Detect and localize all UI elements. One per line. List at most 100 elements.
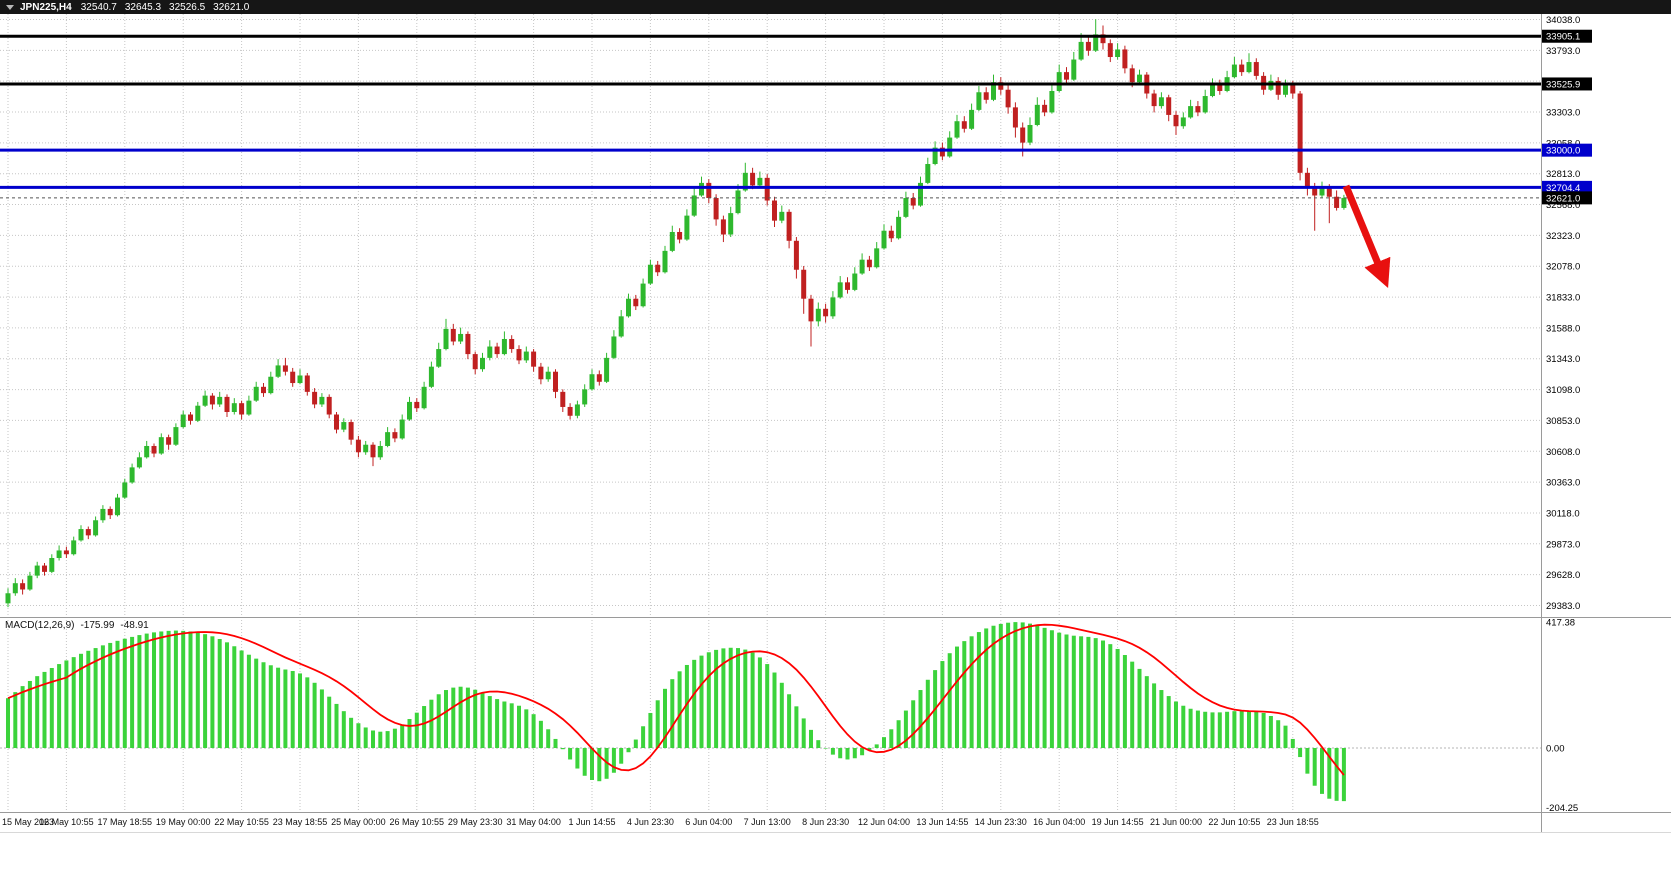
macd-bar <box>633 739 638 748</box>
candle-body <box>866 259 872 268</box>
trend-arrow-annotation[interactable] <box>1342 184 1391 289</box>
candle-body <box>859 259 865 274</box>
time-axis-label: 19 May 00:00 <box>156 817 211 827</box>
macd-bar <box>465 687 470 748</box>
macd-bar <box>1020 622 1025 748</box>
candle-body <box>188 414 193 421</box>
candle-body <box>209 395 215 405</box>
candle-body <box>1188 106 1194 118</box>
time-axis-label: 23 May 18:55 <box>273 817 328 827</box>
candle-body <box>1253 62 1259 76</box>
macd-bar <box>1049 630 1054 748</box>
macd-bar <box>976 632 981 748</box>
candle-body <box>1239 64 1245 73</box>
candle-body <box>545 371 551 380</box>
price-axis-label: 31588.0 <box>1546 323 1580 334</box>
macd-bar <box>1101 640 1105 748</box>
macd-bar <box>1159 690 1164 748</box>
macd-bar <box>13 692 18 748</box>
candle-body <box>494 346 500 355</box>
time-axis-label: 14 Jun 23:30 <box>975 817 1027 827</box>
candle-body <box>501 338 507 355</box>
candle-body <box>304 375 310 392</box>
macd-bar <box>152 632 156 748</box>
macd-bar <box>1261 712 1266 748</box>
time-axis-label: 31 May 04:00 <box>506 817 561 827</box>
macd-bar <box>867 747 872 751</box>
candle-body <box>472 354 478 370</box>
macd-bar <box>422 706 427 748</box>
candle-body <box>239 403 245 415</box>
candle-body <box>772 200 777 221</box>
macd-bar <box>509 703 514 748</box>
candle-body <box>786 211 792 241</box>
macd-bar <box>1093 638 1098 748</box>
time-axis-label: 16 Jun 04:00 <box>1033 817 1085 827</box>
macd-bar <box>444 690 448 748</box>
candle-body <box>85 529 91 536</box>
macd-bar <box>1254 711 1259 748</box>
time-axis-label: 6 Jun 04:00 <box>685 817 732 827</box>
price-axis-label: 32813.0 <box>1546 169 1580 180</box>
macd-bar <box>159 631 164 748</box>
candle-body <box>392 432 398 439</box>
candle-body <box>1027 124 1033 143</box>
candle-body <box>122 482 128 498</box>
macd-bar <box>49 667 54 748</box>
macd-bar <box>582 747 587 776</box>
macd-bar <box>721 648 726 748</box>
macd-bar <box>531 714 536 748</box>
macd-bar <box>166 630 171 748</box>
candle-body <box>954 121 960 138</box>
candle-body <box>27 575 33 590</box>
price-line-tag <box>1542 180 1592 194</box>
dropdown-triangle-icon[interactable] <box>6 4 14 10</box>
macd-bar <box>108 642 113 748</box>
macd-bar <box>371 730 375 748</box>
macd-bar <box>728 647 733 748</box>
candle-body <box>399 419 405 439</box>
candle-body <box>523 351 529 361</box>
macd-bar <box>809 729 813 748</box>
candle-body <box>574 404 580 416</box>
macd-bar <box>611 747 616 773</box>
candle-body <box>341 422 347 430</box>
macd-bar <box>502 701 507 748</box>
macd-bar <box>736 648 740 748</box>
candle-body <box>823 308 829 317</box>
candle-body <box>480 357 485 370</box>
macd-bar <box>684 664 689 748</box>
time-axis-label: 16 May 10:55 <box>39 817 94 827</box>
candle-body <box>34 565 40 576</box>
candle-body <box>611 336 617 358</box>
price-axis-label: 32078.0 <box>1546 262 1580 273</box>
macd-bar <box>20 686 25 748</box>
macd-bar <box>181 630 186 748</box>
candle-body <box>896 216 902 239</box>
candle-body <box>407 401 412 420</box>
ohlc-readout: 32540.7 32645.3 32526.5 32621.0 <box>81 2 250 13</box>
candle-body <box>1283 84 1288 95</box>
candle-body <box>173 427 179 445</box>
macd-bar <box>203 634 208 748</box>
macd-bar <box>232 646 237 748</box>
macd-bar <box>356 723 361 748</box>
candle-body <box>1319 187 1325 196</box>
candle-body <box>677 231 683 240</box>
macd-bar <box>1217 712 1222 748</box>
macd-bar <box>903 710 908 748</box>
candle-body <box>63 550 69 555</box>
price-axis-label: 30608.0 <box>1546 447 1580 458</box>
macd-bar <box>1108 644 1113 748</box>
macd-bar <box>765 664 770 748</box>
macd-bar <box>655 700 660 748</box>
candle-body <box>647 264 653 284</box>
candle-body <box>669 231 675 251</box>
macd-bar <box>998 623 1003 748</box>
candle-body <box>1210 84 1215 97</box>
price-axis-label: 29628.0 <box>1546 570 1580 581</box>
macd-bar <box>57 664 62 748</box>
macd-bar <box>100 645 105 748</box>
candle-body <box>246 400 252 415</box>
